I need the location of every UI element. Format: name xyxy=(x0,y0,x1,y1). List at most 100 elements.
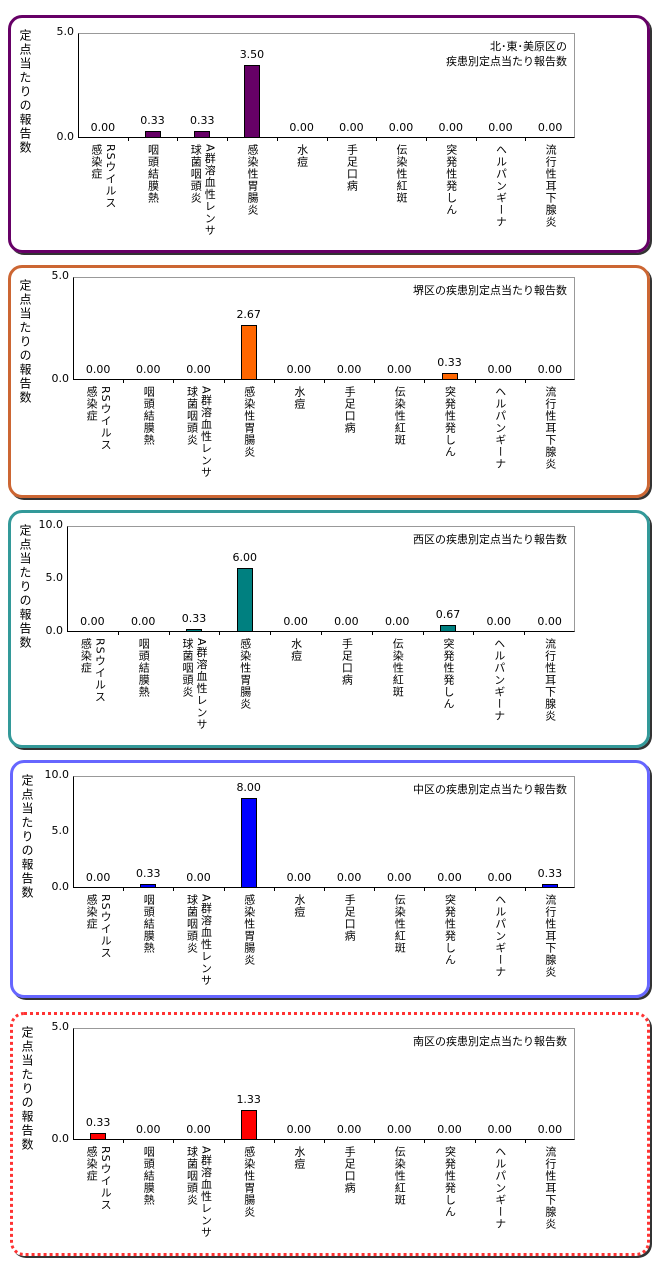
x-tick xyxy=(173,379,175,383)
chart-title: 南区の疾患別定点当たり報告数 xyxy=(413,1035,567,1048)
category-label: 水痘 xyxy=(292,894,306,918)
x-tick xyxy=(524,631,526,635)
x-tick xyxy=(424,887,426,891)
chart-panel xyxy=(8,15,650,253)
x-tick xyxy=(227,137,229,141)
y-tick-label: 5.0 xyxy=(51,824,70,837)
x-tick xyxy=(321,631,322,635)
data-label: 0.00 xyxy=(334,615,359,628)
category-label: A群溶血性レンサ 球菌咽頭炎 xyxy=(185,1146,213,1239)
x-tick xyxy=(273,379,275,383)
data-label: 0.00 xyxy=(186,1123,211,1136)
bar xyxy=(441,373,458,380)
data-label: 0.00 xyxy=(437,1123,462,1136)
category-label: 感染性胃腸炎 xyxy=(245,144,259,216)
category-label: 突発性発しん xyxy=(443,386,457,458)
data-label: 0.00 xyxy=(537,363,563,376)
category-label: 突発性発しん xyxy=(443,894,457,966)
data-label: 0.00 xyxy=(339,121,364,134)
x-tick xyxy=(424,1139,426,1143)
category-label: 感染性胃腸炎 xyxy=(242,894,256,966)
y-tick-label: 5.0 xyxy=(51,1020,70,1033)
category-label: 咽頭結膜熱 xyxy=(142,386,156,446)
bar xyxy=(541,884,558,888)
x-tick xyxy=(524,887,526,891)
bar xyxy=(240,1110,257,1140)
x-tick xyxy=(474,1139,476,1143)
x-tick xyxy=(374,379,376,383)
chart-panel xyxy=(10,1012,650,1256)
data-label: 3.50 xyxy=(239,47,265,61)
category-label: 咽頭結膜熱 xyxy=(142,894,156,954)
x-tick xyxy=(177,137,179,141)
data-label: 0.00 xyxy=(336,871,362,884)
data-label: 0.00 xyxy=(85,363,111,376)
x-tick xyxy=(123,1139,125,1143)
data-label: 0.00 xyxy=(387,363,412,376)
bar xyxy=(144,131,161,138)
data-label: 6.00 xyxy=(232,551,258,565)
x-tick xyxy=(219,631,221,635)
x-tick xyxy=(376,137,378,141)
y-tick-label: 5.0 xyxy=(56,25,75,38)
category-label: 咽頭結膜熱 xyxy=(146,144,160,204)
y-tick-label: 5.0 xyxy=(51,269,70,282)
x-tick xyxy=(276,137,278,141)
category-label: RSウイルス 感染症 xyxy=(85,894,113,959)
category-label: 流行性耳下腺炎 xyxy=(543,894,557,978)
data-label: 0.00 xyxy=(286,871,312,884)
data-label: 8.00 xyxy=(236,781,261,795)
x-tick xyxy=(371,631,373,635)
data-label: 0.00 xyxy=(186,871,211,884)
data-label: 0.00 xyxy=(286,1123,312,1136)
category-label: ヘルパンギーナ xyxy=(493,894,507,978)
category-label: 伝染性紅斑 xyxy=(393,386,407,446)
x-tick xyxy=(474,887,476,891)
category-label: 伝染性紅斑 xyxy=(393,1146,407,1206)
bar xyxy=(440,624,456,632)
x-tick xyxy=(127,137,129,141)
data-label: 0.00 xyxy=(85,871,111,884)
bar xyxy=(240,324,257,380)
category-label: ヘルパンギーナ xyxy=(492,638,506,722)
x-tick xyxy=(425,137,427,141)
data-label: 0.00 xyxy=(90,121,116,134)
y-tick-label: 5.0 xyxy=(45,571,64,584)
category-label: A群溶血性レンサ 球菌咽頭炎 xyxy=(189,144,217,237)
category-label: A群溶血性レンサ 球菌咽頭炎 xyxy=(181,638,208,731)
x-tick xyxy=(324,1139,325,1143)
y-tick-label: 0.0 xyxy=(51,372,70,385)
category-label: 感染性胃腸炎 xyxy=(242,1146,256,1218)
data-label: 0.00 xyxy=(286,363,312,376)
data-label: 0.00 xyxy=(486,615,512,628)
data-label: 0.00 xyxy=(537,615,562,628)
x-tick xyxy=(273,887,275,891)
data-label: 0.00 xyxy=(80,615,105,628)
category-label: A群溶血性レンサ 球菌咽頭炎 xyxy=(185,894,213,987)
x-tick xyxy=(474,379,476,383)
data-label: 0.33 xyxy=(140,114,165,128)
x-tick xyxy=(473,631,475,635)
x-tick xyxy=(524,1139,526,1143)
category-label: 手足口病 xyxy=(340,638,354,686)
x-tick xyxy=(123,379,125,383)
bar xyxy=(243,64,260,138)
chart-title: 北･東･美原区の 疾患別定点当たり報告数 xyxy=(446,40,567,68)
category-label: 手足口病 xyxy=(343,386,357,434)
category-label: 感染性胃腸炎 xyxy=(242,386,256,458)
x-tick xyxy=(422,631,424,635)
category-label: RSウイルス 感染症 xyxy=(79,638,107,703)
category-label: 突発性発しん xyxy=(443,1146,457,1218)
y-axis-label: 定点当たりの報告数 xyxy=(18,279,32,405)
data-label: 0.00 xyxy=(136,1123,161,1136)
category-label: A群溶血性レンサ 球菌咽頭炎 xyxy=(185,386,213,479)
y-tick-label: 0.0 xyxy=(56,130,75,143)
bar xyxy=(240,798,257,888)
data-label: 0.00 xyxy=(336,1123,362,1136)
y-axis-label: 定点当たりの報告数 xyxy=(20,774,34,900)
x-tick xyxy=(173,887,175,891)
chart-title: 中区の疾患別定点当たり報告数 xyxy=(413,783,567,796)
data-label: 0.33 xyxy=(537,867,563,881)
x-tick xyxy=(374,1139,376,1143)
y-axis-label: 定点当たりの報告数 xyxy=(18,29,32,155)
